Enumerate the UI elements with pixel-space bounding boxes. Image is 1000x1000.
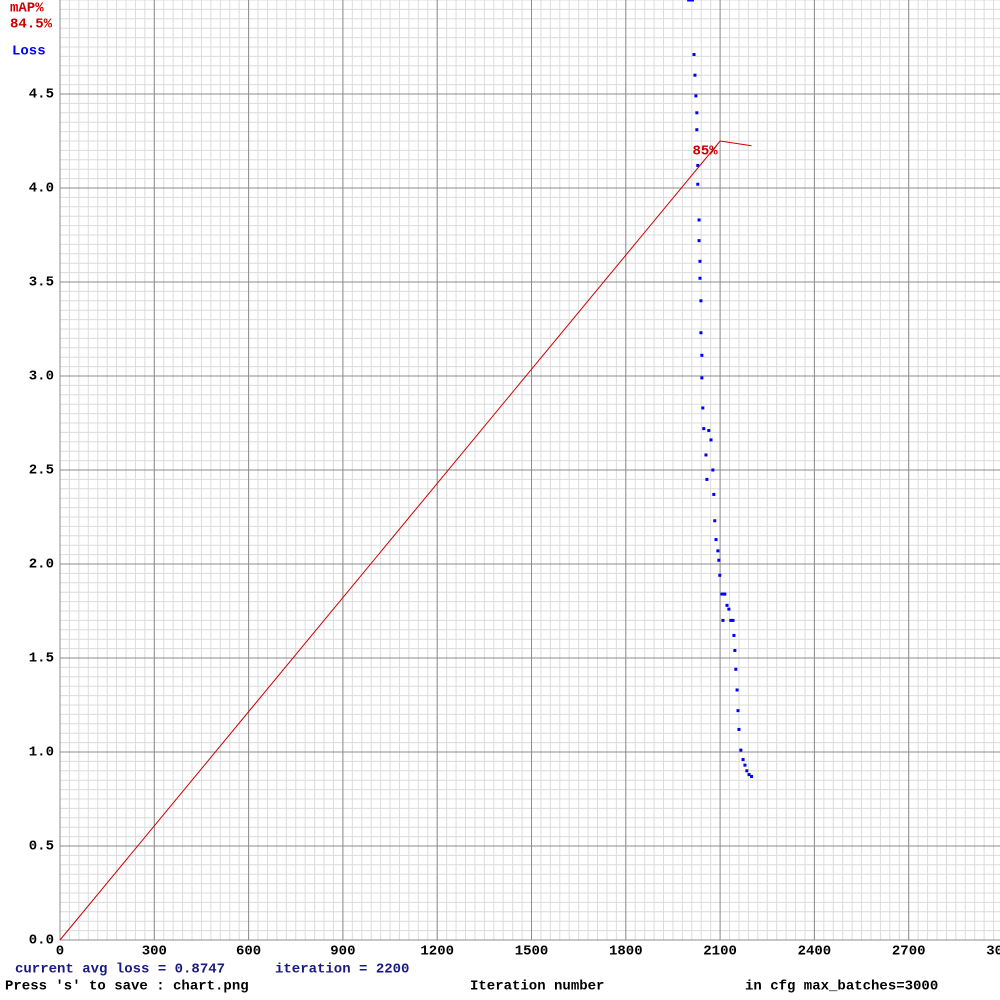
x-tick-label: 900 (330, 944, 355, 960)
loss-point (696, 163, 700, 167)
loss-point (727, 607, 731, 611)
x-tick-label: 3000 (986, 944, 1000, 960)
x-axis-label: Iteration number (470, 979, 604, 995)
loss-point (702, 427, 706, 431)
save-hint: Press 's' to save : chart.png (5, 979, 249, 995)
loss-point (714, 538, 718, 542)
loss-point (694, 94, 698, 98)
loss-point (696, 182, 700, 186)
x-tick-label: 2400 (798, 944, 832, 960)
avg-loss-status: current avg loss = 0.8747 (15, 962, 225, 978)
loss-point (700, 353, 704, 357)
y-tick-label: 2.0 (29, 557, 54, 573)
y-tick-label: 0.5 (29, 839, 54, 855)
loss-point (721, 618, 725, 622)
loss-point (712, 492, 716, 496)
y-tick-label: 3.5 (29, 275, 54, 291)
loss-point (695, 128, 699, 132)
loss-point (725, 603, 729, 607)
loss-point (705, 477, 709, 481)
loss-point (698, 276, 702, 280)
x-tick-label: 2700 (892, 944, 926, 960)
loss-point (734, 667, 738, 671)
loss-point (750, 774, 754, 778)
loss-point (733, 648, 737, 652)
x-tick-label: 1800 (609, 944, 643, 960)
loss-point (747, 773, 751, 777)
loss-point (698, 259, 702, 263)
loss-point (709, 438, 713, 442)
loss-point (699, 299, 703, 303)
legend-entry: mAP% (10, 1, 44, 17)
loss-point (692, 53, 696, 57)
loss-point (729, 618, 733, 622)
x-tick-label: 600 (236, 944, 261, 960)
loss-point (711, 468, 715, 472)
loss-point (697, 218, 701, 222)
y-tick-label: 1.5 (29, 651, 54, 667)
x-tick-label: 1200 (420, 944, 454, 960)
x-tick-label: 300 (142, 944, 167, 960)
y-tick-label: 1.0 (29, 745, 54, 761)
loss-point (716, 549, 720, 553)
iteration-status: iteration = 2200 (275, 962, 409, 978)
loss-point (697, 239, 701, 243)
loss-point (695, 111, 699, 115)
x-tick-label: 2100 (703, 944, 737, 960)
loss-point (732, 633, 736, 637)
loss-point (699, 331, 703, 335)
loss-point (736, 709, 740, 713)
loss-point (717, 558, 721, 562)
loss-point (690, 0, 694, 2)
loss-point (737, 727, 741, 731)
map-value-label: 85% (692, 144, 718, 160)
max-batches-info: in cfg max_batches=3000 (745, 979, 938, 995)
loss-point (693, 73, 697, 77)
loss-point (739, 748, 743, 752)
y-tick-label: 0.0 (29, 933, 54, 949)
loss-point (704, 453, 708, 457)
loss-point (713, 519, 717, 523)
loss-point (723, 592, 727, 596)
map-line (59, 140, 752, 941)
loss-point (735, 688, 739, 692)
x-tick-label: 0 (56, 944, 64, 960)
loss-point (731, 618, 735, 622)
loss-point (741, 758, 745, 762)
loss-point (745, 769, 749, 773)
loss-point (700, 376, 704, 380)
y-tick-label: 3.0 (29, 369, 54, 385)
loss-point (707, 429, 711, 433)
loss-point (701, 406, 705, 410)
y-tick-label: 4.5 (29, 87, 54, 103)
loss-point (743, 763, 747, 767)
legend-current-value: 84.5% (10, 17, 53, 33)
loss-point (720, 592, 724, 596)
x-tick-label: 1500 (515, 944, 549, 960)
y-tick-label: 2.5 (29, 463, 54, 479)
legend-entry: Loss (12, 44, 46, 60)
y-tick-label: 4.0 (29, 181, 54, 197)
loss-point (718, 573, 722, 577)
